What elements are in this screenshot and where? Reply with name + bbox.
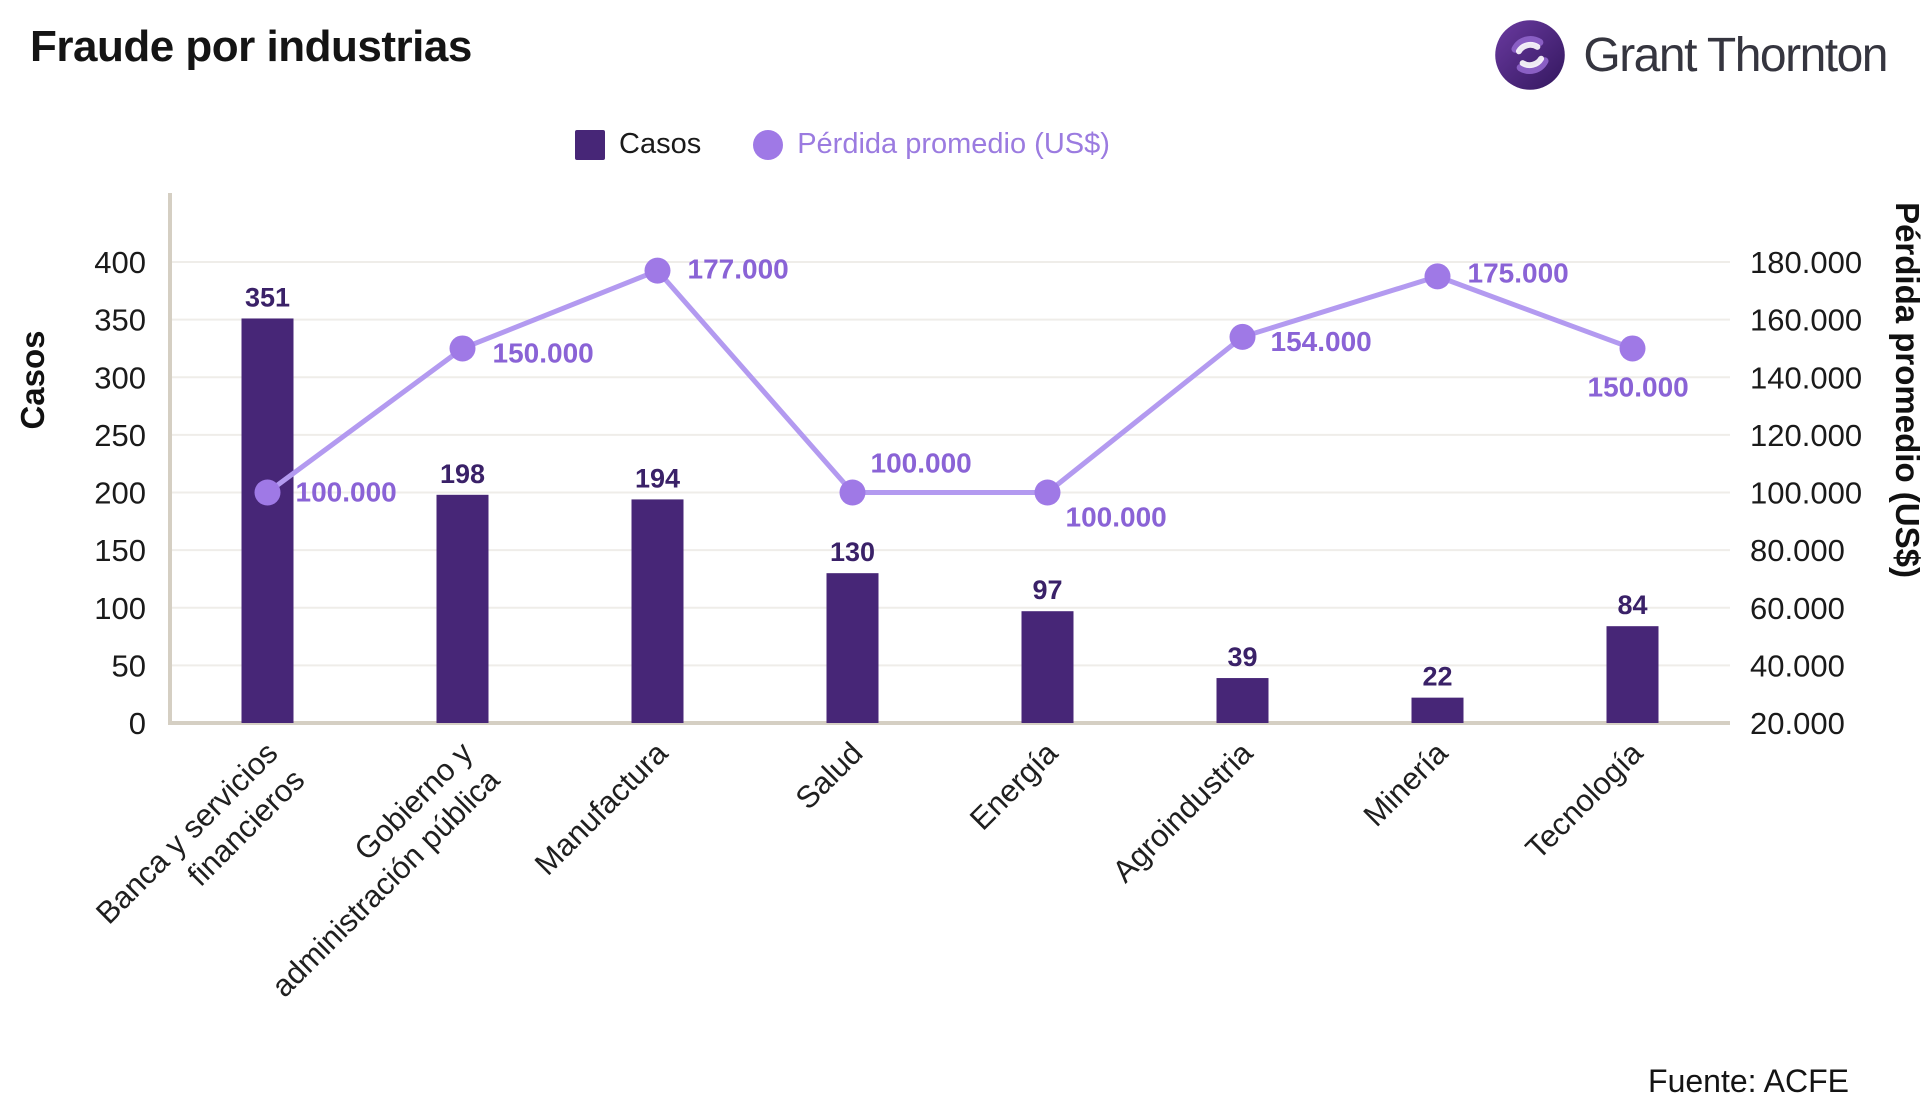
point-value-label: 175.000 [1468, 257, 1569, 288]
line-point [1229, 323, 1256, 350]
left-axis-title: Casos [14, 330, 51, 429]
x-axis-category-label: Energía [963, 735, 1065, 837]
bar [1021, 611, 1074, 723]
legend-item-casos: Casos [575, 128, 701, 161]
source-note: Fuente: ACFE [1648, 1063, 1849, 1099]
bar-value-label: 22 [1422, 662, 1452, 692]
point-value-label: 154.000 [1271, 326, 1372, 357]
bar [1216, 678, 1269, 723]
right-axis-tick-label: 80.000 [1750, 533, 1845, 568]
point-value-label: 100.000 [1066, 502, 1167, 533]
bar-value-label: 194 [635, 463, 680, 493]
bar-value-label: 84 [1617, 590, 1647, 620]
right-axis-tick-label: 20.000 [1750, 706, 1845, 741]
bar-value-label: 351 [245, 282, 290, 312]
line-point [839, 479, 866, 506]
line-point [644, 257, 671, 284]
bar [1606, 626, 1659, 723]
brand-name: Grant Thornton [1583, 28, 1888, 82]
line-point [1619, 335, 1646, 362]
line-point [1034, 479, 1061, 506]
right-axis-tick-label: 180.000 [1750, 245, 1862, 280]
bar [241, 318, 294, 723]
perdida-swatch-icon [753, 129, 784, 160]
bar-value-label: 130 [830, 537, 875, 567]
x-axis-category-label: Banca y serviciosfinancieros [89, 735, 311, 957]
line-point [1424, 263, 1451, 290]
point-value-label: 100.000 [871, 448, 972, 479]
bar [826, 573, 879, 723]
left-axis-tick-label: 150 [94, 533, 146, 568]
point-value-label: 177.000 [688, 254, 789, 285]
page-title: Fraude por industrias [30, 22, 472, 71]
right-axis-title: Pérdida promedio (US$) [1889, 202, 1921, 578]
right-axis-tick-label: 140.000 [1750, 360, 1862, 395]
left-axis-tick-label: 300 [94, 360, 146, 395]
right-axis-tick-label: 160.000 [1750, 303, 1862, 338]
point-value-label: 100.000 [296, 477, 397, 508]
line-point [449, 335, 476, 362]
bar-value-label: 39 [1227, 642, 1257, 672]
casos-swatch-icon [575, 129, 605, 160]
bar [631, 499, 684, 723]
x-axis-category-label: Tecnología [1519, 735, 1650, 866]
line-point [254, 479, 281, 506]
legend-item-perdida: Pérdida promedio (US$) [753, 128, 1110, 161]
bar [436, 494, 489, 723]
grant-thornton-mark-icon [1495, 20, 1566, 90]
right-axis-tick-label: 100.000 [1750, 476, 1862, 511]
point-value-label: 150.000 [1588, 371, 1689, 402]
brand-logo: Grant Thornton [1493, 18, 1888, 92]
left-axis-tick-label: 0 [129, 706, 146, 741]
legend-label-perdida: Pérdida promedio (US$) [797, 128, 1110, 160]
x-axis-category-label: Salud [789, 735, 870, 816]
right-axis-tick-label: 40.000 [1750, 648, 1845, 683]
right-axis-tick-label: 120.000 [1750, 418, 1862, 453]
left-axis-tick-label: 100 [94, 591, 146, 626]
left-axis-tick-label: 250 [94, 418, 146, 453]
loss-line [266, 268, 1634, 495]
x-axis-category-label: Agroindustria [1106, 735, 1260, 889]
bar-value-label: 198 [440, 459, 485, 489]
chart-legend: Casos Pérdida promedio (US$) [575, 128, 1110, 161]
left-axis-tick-label: 350 [94, 303, 146, 338]
x-axis-category-label: Minería [1357, 735, 1455, 833]
point-value-label: 150.000 [493, 337, 594, 368]
right-axis-tick-label: 60.000 [1750, 591, 1845, 626]
left-axis-tick-label: 200 [94, 476, 146, 511]
bar [1411, 697, 1464, 723]
left-axis-tick-label: 50 [112, 648, 146, 683]
left-axis-tick-label: 400 [94, 245, 146, 280]
bar-value-label: 97 [1032, 575, 1062, 605]
x-axis-category-label: Manufactura [528, 735, 675, 882]
legend-label-casos: Casos [619, 128, 702, 160]
